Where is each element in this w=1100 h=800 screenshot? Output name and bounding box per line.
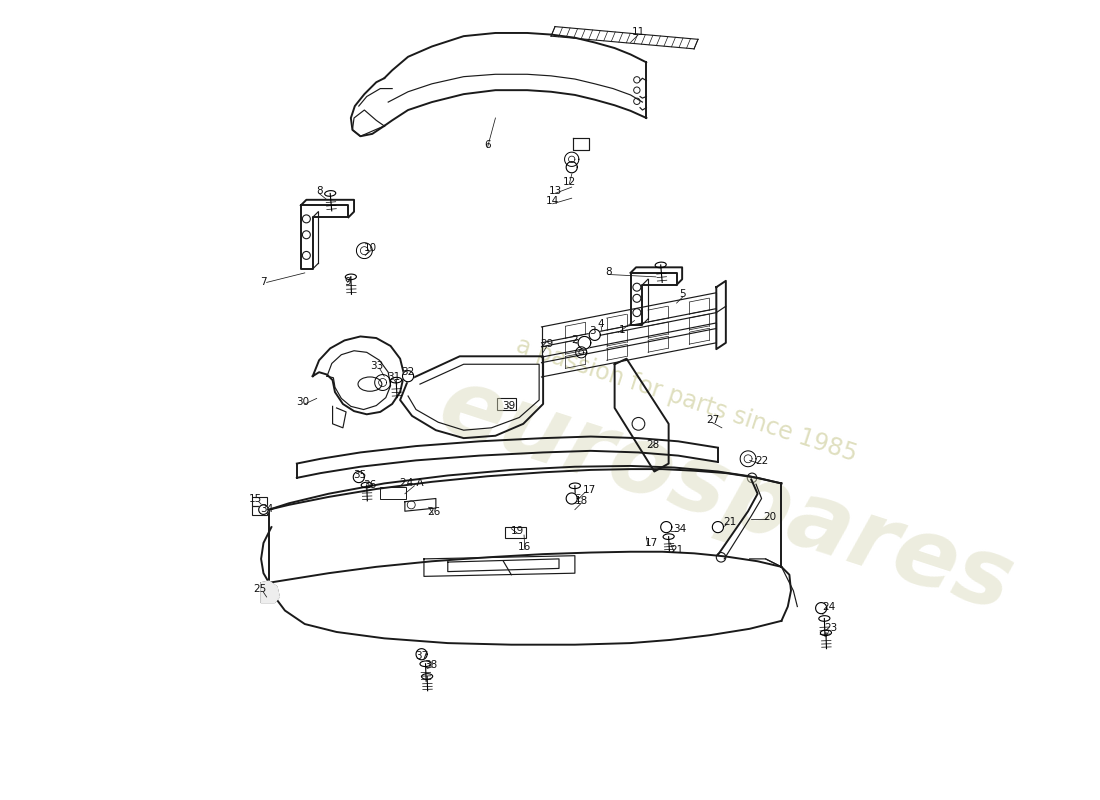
Text: 9: 9 — [344, 278, 351, 287]
Text: 6: 6 — [484, 140, 491, 150]
Text: 23: 23 — [824, 623, 837, 633]
Text: 7: 7 — [261, 278, 267, 287]
Text: 34: 34 — [260, 504, 273, 514]
Text: 20: 20 — [763, 512, 777, 522]
Text: 31: 31 — [387, 372, 400, 382]
Text: 35: 35 — [353, 470, 366, 481]
Polygon shape — [566, 493, 578, 504]
Text: 15: 15 — [249, 494, 262, 504]
Text: 27: 27 — [706, 415, 719, 425]
Text: eurospares: eurospares — [428, 359, 1024, 631]
Text: a passion for parts since 1985: a passion for parts since 1985 — [513, 334, 859, 466]
Text: 3: 3 — [590, 326, 596, 336]
Polygon shape — [258, 505, 268, 514]
Text: 22: 22 — [755, 456, 768, 466]
Text: 17: 17 — [645, 538, 658, 548]
Polygon shape — [661, 522, 672, 533]
Text: 12: 12 — [563, 177, 576, 186]
Text: 5: 5 — [680, 290, 686, 299]
Text: 2: 2 — [572, 335, 579, 346]
Polygon shape — [566, 162, 578, 173]
Text: 18: 18 — [574, 496, 587, 506]
Text: 26: 26 — [427, 507, 440, 517]
Polygon shape — [403, 370, 414, 382]
Text: 19: 19 — [512, 526, 525, 536]
Text: 8: 8 — [605, 267, 612, 277]
Polygon shape — [261, 581, 279, 602]
Text: 21: 21 — [723, 517, 736, 526]
Text: 25: 25 — [254, 584, 267, 594]
Text: 14: 14 — [546, 196, 559, 206]
Text: 28: 28 — [646, 440, 659, 450]
Text: 24 A: 24 A — [400, 478, 424, 489]
Polygon shape — [713, 522, 724, 533]
Polygon shape — [815, 602, 827, 614]
Text: 38: 38 — [424, 659, 437, 670]
Text: 8: 8 — [316, 186, 322, 196]
Text: 17: 17 — [583, 485, 596, 494]
Text: 16: 16 — [518, 542, 531, 552]
Polygon shape — [579, 337, 591, 349]
Polygon shape — [416, 649, 427, 660]
Text: 33: 33 — [371, 361, 384, 371]
Text: 29: 29 — [540, 338, 553, 349]
Text: 30: 30 — [296, 397, 309, 406]
Text: 34: 34 — [673, 524, 686, 534]
Text: 11: 11 — [631, 27, 645, 37]
Text: 36: 36 — [363, 480, 376, 490]
Text: 1: 1 — [619, 325, 626, 335]
Text: 24: 24 — [823, 602, 836, 611]
Text: 37: 37 — [415, 651, 428, 661]
Polygon shape — [590, 330, 601, 341]
Text: 32: 32 — [402, 367, 415, 377]
Text: 13: 13 — [549, 186, 562, 196]
Text: 10: 10 — [364, 243, 377, 254]
Polygon shape — [353, 471, 364, 482]
Text: 4: 4 — [597, 318, 604, 329]
Text: 39: 39 — [503, 401, 516, 410]
Text: 21: 21 — [670, 545, 683, 555]
